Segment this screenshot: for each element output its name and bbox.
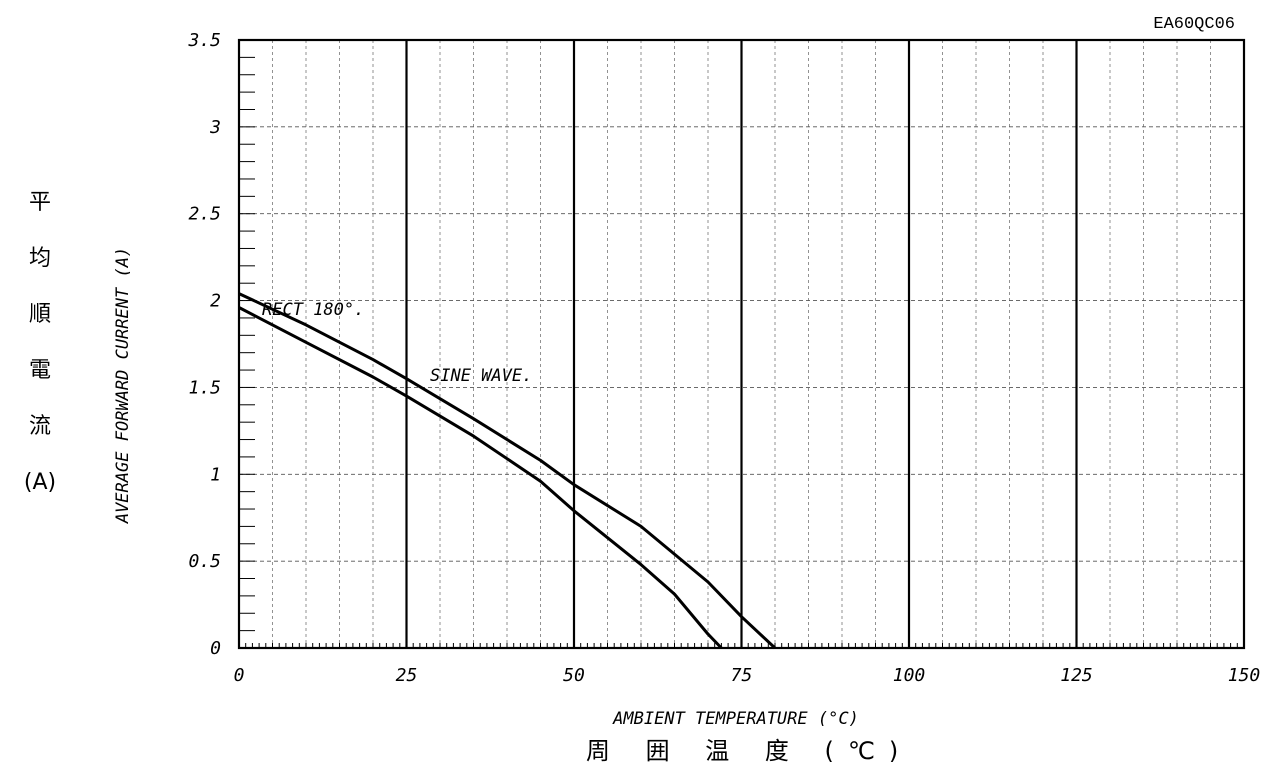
y-tick-label: 3.5 (187, 30, 221, 51)
x-tick-label: 0 (234, 665, 245, 686)
chart-code: EA60QC06 (1153, 15, 1235, 34)
y-axis-jp-char: 均 (28, 246, 51, 271)
minor-grid (239, 40, 1244, 648)
y-axis-jp-char: 順 (28, 302, 51, 327)
y-tick-label: 1.5 (188, 377, 221, 398)
x-tick-label: 100 (893, 665, 926, 686)
y-axis-jp-char: 流 (28, 414, 51, 439)
y-tick-label: 2.5 (188, 204, 221, 225)
x-tick-label: 25 (396, 665, 418, 686)
series-label-sine: SINE WAVE. (430, 366, 532, 386)
tick-marks (239, 56, 1238, 648)
x-tick-label: 75 (731, 665, 753, 686)
x-tick-label: 50 (563, 665, 585, 686)
x-axis-label-japanese: 周 囲 温 度 (℃) (586, 737, 913, 765)
tick-labels: 0 25 50 75 100 125 150 0 0.5 1 1.5 2 2.5 3 3.5 (187, 30, 1260, 686)
y-axis-label: AVERAGE FORWARD CURRENT (A) (113, 247, 133, 524)
x-tick-label: 125 (1060, 665, 1093, 686)
y-axis-label-japanese: 平 均 順 電 流 (A) (20, 175, 60, 511)
y-tick-label: 0 (210, 638, 221, 659)
series-label-rect: RECT 180°. (262, 300, 364, 320)
x-axis-label: AMBIENT TEMPERATURE (°C) (612, 709, 859, 729)
y-tick-label: 1 (210, 464, 221, 485)
y-tick-label: 0.5 (188, 551, 221, 572)
series-line-rect-180 (238, 292, 777, 650)
major-grid (237, 38, 1246, 650)
series-lines (238, 292, 777, 650)
y-axis-jp-char: 電 (28, 358, 51, 383)
y-tick-label: 3 (209, 117, 221, 138)
y-axis-jp-unit: (A) (23, 470, 57, 495)
y-axis-jp-char: 平 (28, 190, 51, 215)
x-tick-label: 150 (1228, 665, 1261, 686)
y-tick-label: 2 (210, 291, 221, 312)
series-line-sine-wave (238, 306, 723, 650)
